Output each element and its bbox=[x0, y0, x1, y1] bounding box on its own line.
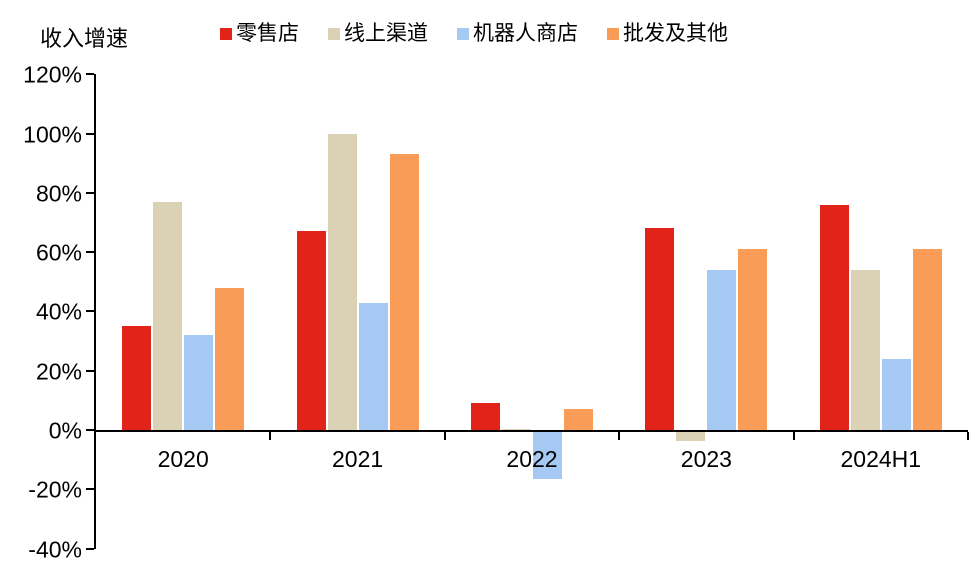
legend-item-1: 线上渠道 bbox=[328, 22, 428, 45]
legend-label: 线上渠道 bbox=[344, 22, 428, 45]
bar-2020-series-3 bbox=[215, 287, 245, 430]
bar-2023-series-2 bbox=[707, 269, 737, 430]
y-axis-tick bbox=[86, 488, 94, 491]
bar-2022-series-2 bbox=[533, 432, 562, 480]
y-axis-tick bbox=[86, 251, 94, 254]
x-axis-label-2024H1: 2024H1 bbox=[840, 446, 922, 472]
legend-label: 批发及其他 bbox=[623, 22, 728, 45]
x-axis-tick bbox=[792, 432, 795, 440]
legend-color-swatch-icon bbox=[607, 27, 619, 40]
y-axis-tick bbox=[86, 369, 94, 372]
bar-2024H1-series-3 bbox=[912, 249, 942, 430]
bar-2022-series-0 bbox=[471, 403, 500, 430]
bar-2023-series-3 bbox=[738, 249, 768, 430]
y-axis-tick bbox=[86, 429, 94, 431]
bar-2021-series-0 bbox=[296, 231, 326, 430]
y-axis-label: 100% bbox=[23, 121, 82, 147]
y-axis-label: 20% bbox=[35, 358, 82, 385]
y-axis-label: 120% bbox=[23, 61, 82, 88]
chart-title: 收入增速 bbox=[40, 26, 129, 51]
legend-label: 机器人商店 bbox=[473, 22, 578, 45]
y-axis-tick bbox=[86, 547, 94, 550]
y-axis-label: 60% bbox=[35, 239, 82, 266]
x-axis-tick bbox=[618, 432, 621, 440]
y-axis-label: 80% bbox=[35, 180, 82, 207]
x-axis-tick bbox=[967, 432, 969, 440]
bar-2020-series-0 bbox=[122, 326, 152, 430]
bar-2024H1-series-1 bbox=[850, 269, 880, 430]
legend-color-swatch-icon bbox=[328, 27, 340, 40]
bar-2021-series-3 bbox=[389, 154, 419, 430]
y-axis-label: -20% bbox=[28, 476, 82, 503]
x-axis-tick bbox=[443, 432, 446, 440]
x-axis-label-2020: 2020 bbox=[157, 446, 209, 472]
x-axis-line bbox=[94, 430, 968, 432]
x-axis-tick bbox=[269, 432, 272, 440]
y-axis-label: 40% bbox=[35, 298, 82, 325]
bar-2020-series-1 bbox=[153, 201, 183, 430]
bar-2021-series-2 bbox=[358, 302, 388, 430]
legend-color-swatch-icon bbox=[220, 27, 232, 40]
y-axis-label: -40% bbox=[28, 536, 82, 563]
bar-2023-series-1 bbox=[676, 432, 706, 441]
x-axis-label-2022: 2022 bbox=[506, 446, 558, 472]
bar-2021-series-1 bbox=[327, 133, 357, 430]
y-axis-label: 0% bbox=[48, 417, 82, 444]
bar-2024H1-series-0 bbox=[819, 204, 849, 430]
bar-2022-series-3 bbox=[564, 409, 593, 430]
x-axis-label-2023: 2023 bbox=[680, 446, 732, 472]
legend: 零售店 线上渠道 机器人商店 批发及其他 bbox=[220, 22, 728, 45]
y-axis-tick bbox=[86, 191, 94, 194]
y-axis-tick bbox=[86, 73, 94, 76]
legend-item-0: 零售店 bbox=[220, 22, 299, 45]
legend-color-swatch-icon bbox=[457, 27, 469, 40]
legend-item-2: 机器人商店 bbox=[457, 22, 578, 45]
y-axis-tick bbox=[86, 310, 94, 313]
y-axis-tick bbox=[86, 132, 94, 135]
x-axis-label-2021: 2021 bbox=[332, 446, 384, 472]
bar-2020-series-2 bbox=[184, 335, 214, 430]
legend-item-3: 批发及其他 bbox=[607, 22, 728, 45]
bar-2024H1-series-2 bbox=[881, 358, 911, 430]
bar-2023-series-0 bbox=[645, 228, 675, 430]
legend-label: 零售店 bbox=[236, 22, 299, 45]
y-axis-line bbox=[94, 74, 96, 549]
bar-2022-series-1 bbox=[502, 428, 531, 430]
